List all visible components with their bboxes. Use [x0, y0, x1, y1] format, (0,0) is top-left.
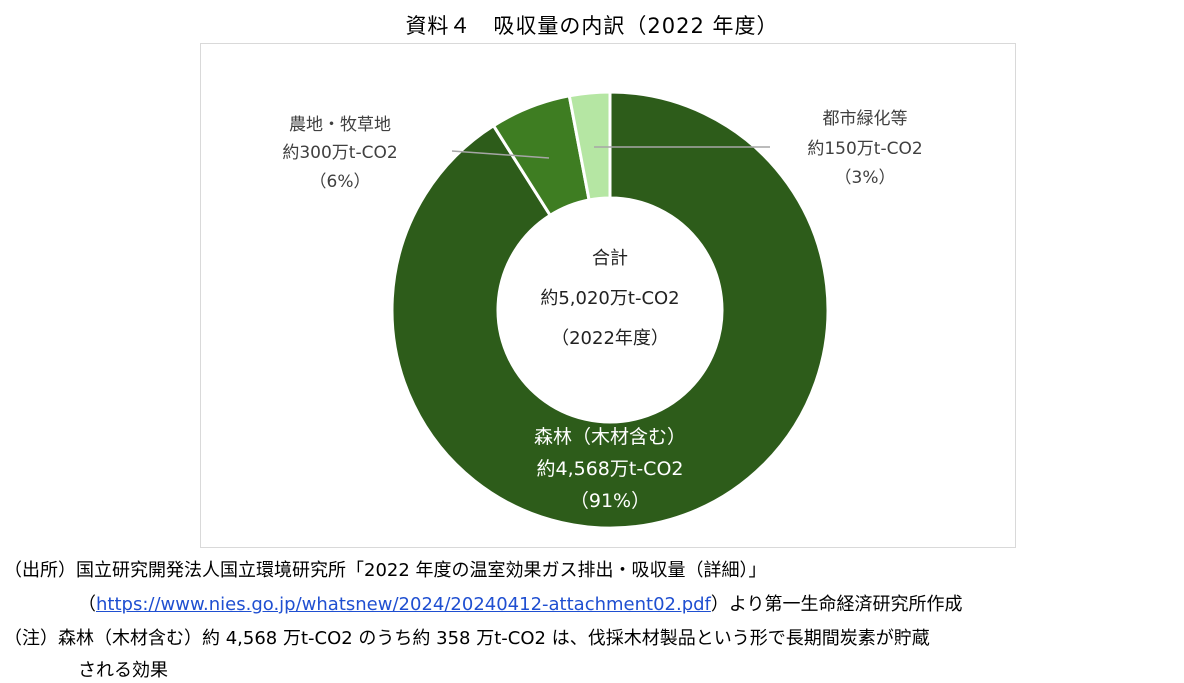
footnote-line-1: （注）森林（木材含む）約 4,568 万t-CO2 のうち約 358 万t-CO…: [4, 628, 930, 649]
slice-percent-farmland: （6%）: [310, 172, 371, 192]
source-url-line: （https://www.nies.go.jp/whatsnew/2024/20…: [78, 590, 963, 616]
chart-frame: [200, 43, 1016, 548]
slice-urban: [567, 90, 612, 202]
slice-value-urban: 約150万t-CO2: [807, 139, 922, 159]
source-note: （出所）国立研究開発法人国立環境研究所「2022 年度の温室効果ガス排出・吸収量…: [4, 560, 767, 581]
source-suffix: ）より第一生命経済研究所作成: [710, 594, 963, 615]
slice-label-urban: 都市緑化等: [823, 109, 908, 129]
leader-line-farmland: [451, 150, 550, 159]
slice-label-farmland: 農地・牧草地: [289, 115, 391, 135]
slice-forest: [390, 90, 830, 530]
slice-label-forest: 森林（木材含む）: [534, 426, 686, 448]
footnote-line-2: される効果: [78, 660, 168, 681]
total-value-label: 約5,020万t-CO2: [540, 288, 679, 309]
slice-percent-urban: （3%）: [835, 168, 896, 188]
total-year-label: （2022年度）: [551, 328, 669, 349]
source-open-paren: （: [78, 594, 96, 615]
chart-title: 資料４ 吸収量の内訳（2022 年度）: [405, 14, 779, 38]
slice-value-forest: 約4,568万t-CO2: [536, 458, 683, 480]
total-label: 合計: [592, 248, 628, 269]
source-link[interactable]: https://www.nies.go.jp/whatsnew/2024/202…: [96, 594, 711, 615]
slice-percent-forest: （91%）: [570, 490, 650, 512]
slice-value-farmland: 約300万t-CO2: [282, 143, 397, 163]
